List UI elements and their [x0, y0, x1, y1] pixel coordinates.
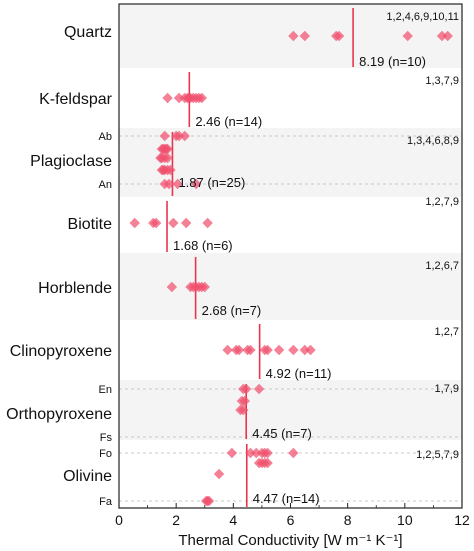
data-point: [262, 447, 273, 459]
subgroup-label-an: An: [99, 179, 112, 191]
data-point: [436, 30, 448, 42]
mineral-label-quartz: Quartz: [64, 24, 112, 41]
subgroup-label-fs: Fs: [100, 432, 113, 444]
data-point: [245, 344, 256, 356]
mineral-label-biotite: Biotite: [68, 216, 113, 233]
data-point: [233, 344, 245, 356]
data-point: [253, 383, 265, 395]
data-point: [299, 344, 310, 356]
mean-label-quartz: 8.19 (n=10): [359, 54, 426, 69]
refs-label-clinopyroxene: 1,2,7: [435, 326, 459, 338]
x-tick-label: 4: [229, 512, 237, 528]
data-point: [166, 281, 178, 293]
mean-label-clinopyroxene: 4.92 (n=11): [266, 366, 332, 381]
data-point: [402, 30, 413, 42]
mineral-label-clinopyroxene: Clinopyroxene: [10, 343, 112, 360]
refs-label-orthopyroxene: 1,7,9: [435, 383, 459, 395]
refs-label-plagioclase: 1,3,4,6,8,9: [407, 135, 459, 147]
refs-label-quartz: 1,2,4,6,9,10,11: [386, 11, 459, 23]
data-point: [288, 447, 299, 459]
x-tick-label: 6: [287, 512, 295, 528]
data-point: [240, 383, 252, 395]
data-point: [162, 152, 173, 164]
data-point: [180, 217, 192, 229]
data-point: [222, 344, 233, 356]
refs-label-olivine: 1,2,5,7,9: [416, 449, 459, 461]
mineral-label-k-feldspar: K-feldspar: [39, 91, 113, 108]
data-point: [442, 30, 453, 42]
data-point: [202, 217, 213, 229]
refs-label-horblende: 1,2,6,7: [425, 260, 459, 272]
data-point: [150, 217, 162, 229]
data-point: [213, 468, 225, 480]
data-point: [305, 344, 316, 356]
row-labels: Quartz 1,2,4,6,9,10,11 8.19 (n=10) K-feldsp…: [6, 11, 459, 508]
data-point: [238, 404, 249, 416]
data-point: [288, 30, 299, 42]
data-point: [165, 164, 176, 176]
data-point: [288, 344, 299, 356]
mean-label-plagioclase: 1.87 (n=25): [178, 175, 245, 190]
data-point: [190, 178, 202, 190]
data-point: [179, 130, 190, 142]
subgroup-label-fa: Fa: [99, 496, 113, 508]
subgroup-label-en: En: [99, 384, 112, 396]
data-point: [196, 92, 208, 104]
data-point: [162, 92, 173, 104]
mean-label-horblende: 2.68 (n=7): [202, 303, 262, 318]
mean-label-k-feldspar: 2.46 (n=14): [195, 114, 262, 129]
mineral-bands: [119, 4, 462, 440]
mean-label-olivine: 4.47 (n=14): [253, 491, 320, 506]
data-point: [239, 395, 250, 407]
data-point: [333, 30, 345, 42]
subgroup-label-ab: Ab: [99, 131, 112, 143]
data-point: [173, 92, 185, 104]
mineral-label-plagioclase: Plagioclase: [30, 153, 112, 170]
subgroup-label-fo: Fo: [99, 448, 112, 460]
data-point: [262, 457, 273, 469]
band-orthopyroxene: [119, 380, 462, 440]
data-points: [129, 30, 453, 507]
data-point: [203, 495, 215, 507]
data-point: [299, 30, 310, 42]
data-point: [245, 447, 256, 459]
data-point: [251, 447, 262, 459]
mineral-label-olivine: Olivine: [63, 468, 112, 485]
mean-label-biotite: 1.68 (n=6): [173, 238, 233, 253]
data-point: [168, 217, 179, 229]
data-point: [273, 344, 285, 356]
x-tick-label: 12: [454, 512, 470, 528]
data-point: [163, 178, 175, 190]
x-tick-label: 0: [115, 512, 123, 528]
data-point: [199, 281, 210, 293]
mean-label-orthopyroxene: 4.45 (n=7): [252, 426, 312, 441]
data-point: [129, 217, 140, 229]
x-axis-label: Thermal Conductivity [W m⁻¹ K⁻¹]: [178, 532, 402, 549]
x-tick-label: 10: [397, 512, 413, 528]
refs-label-k-feldspar: 1,3,7,9: [425, 75, 459, 87]
data-point: [173, 130, 185, 142]
mineral-label-horblende: Horblende: [38, 280, 112, 297]
x-tick-label: 2: [172, 512, 180, 528]
data-point: [159, 130, 170, 142]
refs-label-biotite: 1,2,7,9: [425, 196, 459, 208]
data-point: [262, 344, 273, 356]
x-tick-label: 8: [344, 512, 352, 528]
x-axis: 0 2 4 6 8 10 12: [115, 503, 470, 528]
data-point: [226, 447, 238, 459]
data-point: [172, 178, 183, 190]
mineral-label-orthopyroxene: Orthopyroxene: [6, 406, 112, 423]
data-point: [162, 143, 173, 155]
